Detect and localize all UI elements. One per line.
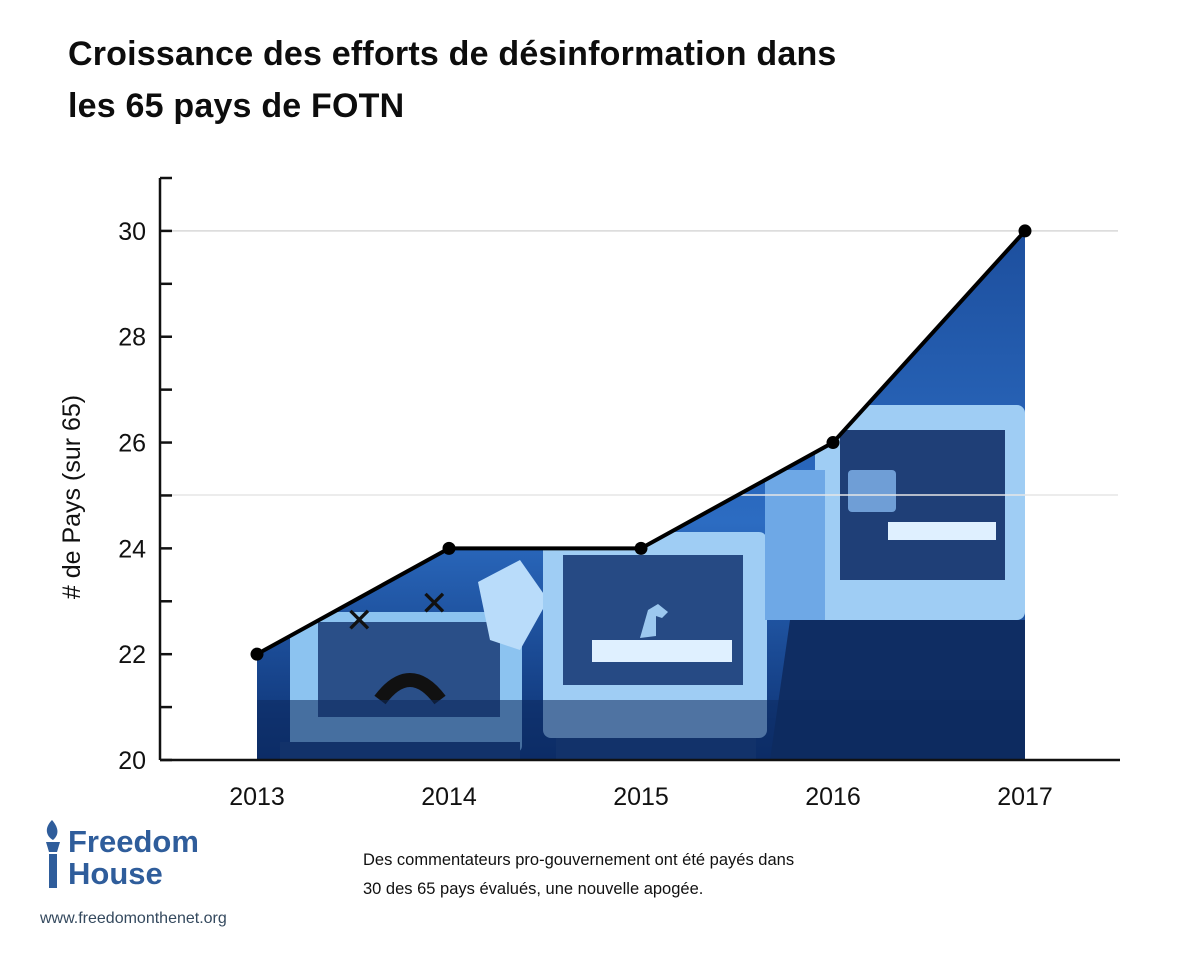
- data-points: [250, 224, 1032, 661]
- website-link[interactable]: www.freedomonthenet.org: [40, 910, 227, 927]
- y-axis-label: # de Pays (sur 65): [58, 395, 86, 599]
- logo-wordmark: Freedom House: [68, 826, 199, 890]
- freedom-house-logo: Freedom House: [40, 818, 260, 898]
- title-line-2: les 65 pays de FOTN: [68, 87, 405, 125]
- area-fill: ✕ ✕: [160, 230, 1118, 761]
- data-point-2013: [250, 647, 264, 661]
- x-tick-label-2016: 2016: [805, 783, 861, 811]
- svg-text:✕: ✕: [420, 584, 449, 624]
- caption: Des commentateurs pro-gouvernement ont é…: [363, 846, 883, 904]
- y-ticks: 20 22 24 26 28 30: [118, 176, 172, 775]
- logo-line-2: House: [68, 856, 163, 891]
- data-point-2015: [634, 541, 648, 555]
- title-line-1: Croissance des efforts de désinformation…: [68, 35, 837, 73]
- x-tick-label-2014: 2014: [421, 783, 477, 811]
- chart-title: Croissance des efforts de désinformation…: [68, 28, 928, 132]
- x-tick-label-2017: 2017: [997, 783, 1053, 811]
- y-tick-label: 20: [118, 747, 146, 775]
- x-tick-label-2013: 2013: [229, 783, 285, 811]
- y-tick-label: 22: [118, 641, 146, 669]
- y-tick-label: 26: [118, 430, 146, 458]
- data-point-2014: [442, 541, 456, 555]
- caption-line-1: Des commentateurs pro-gouvernement ont é…: [363, 851, 795, 869]
- data-point-2017: [1018, 224, 1032, 238]
- caption-line-2: 30 des 65 pays évalués, une nouvelle apo…: [363, 880, 704, 898]
- y-tick-label: 24: [118, 535, 146, 563]
- x-ticks: 2013 2014 2015 2016 2017: [229, 783, 1053, 811]
- data-point-2016: [826, 436, 840, 450]
- y-tick-label: 28: [118, 324, 146, 352]
- x-tick-label-2015: 2015: [613, 783, 669, 811]
- logo-line-1: Freedom: [68, 824, 199, 859]
- svg-text:✕: ✕: [345, 601, 374, 641]
- monitor-illustration: ✕ ✕: [257, 405, 1025, 760]
- y-tick-label: 30: [118, 218, 146, 246]
- axes: [158, 178, 1120, 762]
- torch-icon: [46, 820, 60, 888]
